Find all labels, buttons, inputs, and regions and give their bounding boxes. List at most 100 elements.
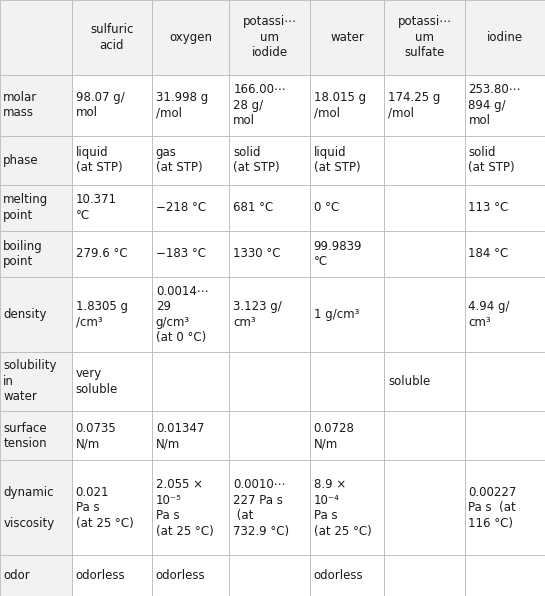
- Bar: [310, 185, 384, 231]
- Text: 279.6 °C: 279.6 °C: [76, 247, 127, 260]
- Text: 18.015 g
/mol: 18.015 g /mol: [313, 91, 366, 119]
- Bar: [0, 277, 72, 352]
- Text: gas
(at STP): gas (at STP): [156, 146, 202, 175]
- Bar: [310, 136, 384, 185]
- Bar: [465, 231, 545, 277]
- Bar: [384, 460, 465, 555]
- Text: liquid
(at STP): liquid (at STP): [76, 146, 122, 175]
- Bar: [384, 352, 465, 411]
- Bar: [229, 277, 310, 352]
- Bar: [465, 555, 545, 596]
- Text: 0.021
Pa s
(at 25 °C): 0.021 Pa s (at 25 °C): [76, 486, 134, 530]
- Bar: [384, 231, 465, 277]
- Bar: [152, 555, 229, 596]
- Text: 0 °C: 0 °C: [313, 201, 339, 214]
- Text: 31.998 g
/mol: 31.998 g /mol: [156, 91, 208, 119]
- Text: 99.9839
°C: 99.9839 °C: [313, 240, 362, 268]
- Bar: [465, 0, 545, 74]
- Text: liquid
(at STP): liquid (at STP): [313, 146, 360, 175]
- Text: 0.0010⋯
227 Pa s
 (at
732.9 °C): 0.0010⋯ 227 Pa s (at 732.9 °C): [233, 478, 289, 538]
- Bar: [0, 555, 72, 596]
- Bar: [384, 74, 465, 136]
- Text: 0.01347
N/m: 0.01347 N/m: [156, 421, 204, 450]
- Bar: [310, 74, 384, 136]
- Text: water: water: [330, 31, 364, 44]
- Text: 3.123 g/
cm³: 3.123 g/ cm³: [233, 300, 282, 328]
- Text: solubility
in
water: solubility in water: [3, 359, 57, 403]
- Text: 2.055 ×
10⁻⁵
Pa s
(at 25 °C): 2.055 × 10⁻⁵ Pa s (at 25 °C): [156, 478, 214, 538]
- Text: 184 °C: 184 °C: [469, 247, 508, 260]
- Bar: [229, 0, 310, 74]
- Text: 681 °C: 681 °C: [233, 201, 274, 214]
- Text: solid
(at STP): solid (at STP): [469, 146, 515, 175]
- Text: 10.371
°C: 10.371 °C: [76, 194, 117, 222]
- Bar: [152, 411, 229, 460]
- Text: solid
(at STP): solid (at STP): [233, 146, 280, 175]
- Text: 1.8305 g
/cm³: 1.8305 g /cm³: [76, 300, 128, 328]
- Bar: [152, 74, 229, 136]
- Text: boiling
point: boiling point: [3, 240, 43, 268]
- Bar: [229, 352, 310, 411]
- Bar: [229, 411, 310, 460]
- Text: 1330 °C: 1330 °C: [233, 247, 281, 260]
- Bar: [310, 411, 384, 460]
- Text: 113 °C: 113 °C: [469, 201, 508, 214]
- Text: 166.00⋯
28 g/
mol: 166.00⋯ 28 g/ mol: [233, 83, 286, 127]
- Bar: [152, 352, 229, 411]
- Text: iodine: iodine: [487, 31, 523, 44]
- Text: odorless: odorless: [313, 569, 363, 582]
- Text: 0.0014⋯
29
g/cm³
(at 0 °C): 0.0014⋯ 29 g/cm³ (at 0 °C): [156, 284, 209, 344]
- Bar: [465, 277, 545, 352]
- Bar: [72, 0, 152, 74]
- Text: −218 °C: −218 °C: [156, 201, 206, 214]
- Text: sulfuric
acid: sulfuric acid: [90, 23, 134, 52]
- Bar: [310, 555, 384, 596]
- Bar: [0, 411, 72, 460]
- Bar: [465, 352, 545, 411]
- Text: 8.9 ×
10⁻⁴
Pa s
(at 25 °C): 8.9 × 10⁻⁴ Pa s (at 25 °C): [313, 478, 371, 538]
- Bar: [384, 411, 465, 460]
- Text: 0.0728
N/m: 0.0728 N/m: [313, 421, 354, 450]
- Bar: [465, 411, 545, 460]
- Text: 4.94 g/
cm³: 4.94 g/ cm³: [469, 300, 510, 328]
- Bar: [465, 136, 545, 185]
- Text: potassi⋯
um
sulfate: potassi⋯ um sulfate: [397, 15, 451, 60]
- Bar: [0, 74, 72, 136]
- Bar: [384, 277, 465, 352]
- Text: very
soluble: very soluble: [76, 367, 118, 396]
- Text: dynamic

viscosity: dynamic viscosity: [3, 486, 54, 530]
- Bar: [152, 136, 229, 185]
- Bar: [152, 460, 229, 555]
- Bar: [0, 185, 72, 231]
- Bar: [465, 460, 545, 555]
- Bar: [310, 231, 384, 277]
- Bar: [229, 231, 310, 277]
- Text: density: density: [3, 308, 47, 321]
- Bar: [229, 136, 310, 185]
- Bar: [310, 277, 384, 352]
- Bar: [152, 231, 229, 277]
- Bar: [384, 555, 465, 596]
- Text: 98.07 g/
mol: 98.07 g/ mol: [76, 91, 124, 119]
- Bar: [0, 352, 72, 411]
- Bar: [152, 277, 229, 352]
- Bar: [72, 352, 152, 411]
- Bar: [72, 185, 152, 231]
- Bar: [310, 460, 384, 555]
- Bar: [72, 460, 152, 555]
- Text: surface
tension: surface tension: [3, 421, 47, 450]
- Text: 0.0735
N/m: 0.0735 N/m: [76, 421, 116, 450]
- Bar: [72, 136, 152, 185]
- Text: odor: odor: [3, 569, 30, 582]
- Bar: [72, 231, 152, 277]
- Bar: [384, 0, 465, 74]
- Text: 174.25 g
/mol: 174.25 g /mol: [388, 91, 440, 119]
- Bar: [72, 411, 152, 460]
- Bar: [384, 136, 465, 185]
- Text: −183 °C: −183 °C: [156, 247, 206, 260]
- Bar: [229, 460, 310, 555]
- Bar: [0, 0, 72, 74]
- Bar: [465, 74, 545, 136]
- Bar: [0, 231, 72, 277]
- Text: odorless: odorless: [156, 569, 205, 582]
